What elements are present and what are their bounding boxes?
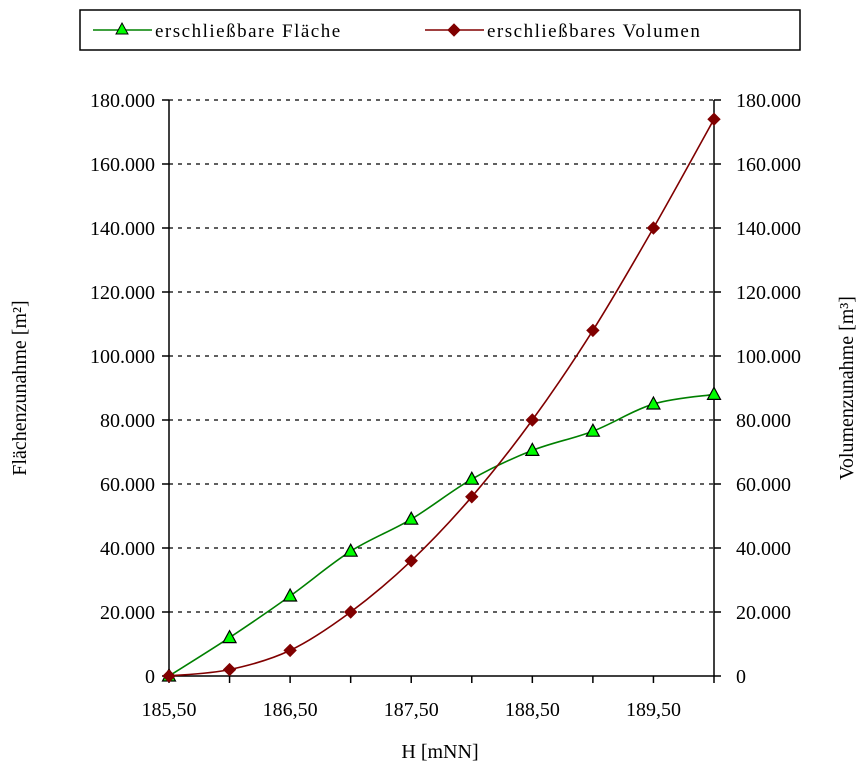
- y-tick-label-right: 40.000: [736, 538, 791, 560]
- data-point-volume: [646, 221, 661, 235]
- tick-labels: 0 0 20.000 20.000 40.000 40.000 60.000 60.000 80…: [90, 90, 801, 721]
- data-point-volume: [404, 554, 418, 568]
- y-tick-label-left: 180.000: [90, 90, 155, 112]
- series-line-area: [168, 393, 715, 677]
- y-tick-label-left: 120.000: [90, 282, 155, 304]
- data-point-area: [706, 386, 722, 400]
- legend-label-volume: erschließbares Volumen: [487, 21, 701, 42]
- data-point-volume: [465, 490, 479, 504]
- data-point-volume: [707, 112, 721, 126]
- axes: [162, 99, 721, 683]
- data-point-area: [645, 395, 661, 410]
- legend-label-area: erschließbare Fläche: [155, 21, 342, 42]
- y-tick-label-right: 180.000: [736, 90, 801, 112]
- legend: erschließbare Fläche erschließbares Volu…: [79, 9, 801, 51]
- y-tick-label-right: 80.000: [736, 410, 791, 432]
- y-tick-label-left: 160.000: [90, 154, 155, 176]
- y-tick-label-left: 40.000: [100, 538, 155, 560]
- data-point-area: [343, 542, 359, 557]
- y-tick-label-right: 120.000: [736, 282, 801, 304]
- y-tick-label-right: 20.000: [736, 602, 791, 624]
- x-tick-label: 186,50: [263, 699, 318, 721]
- y-tick-label-left: 20.000: [100, 602, 155, 624]
- legend-marker-diamond: [447, 23, 461, 37]
- data-point-volume: [283, 643, 297, 658]
- data-point-area: [524, 442, 540, 456]
- data-point-area: [403, 510, 419, 525]
- data-point-volume: [222, 662, 237, 677]
- y-tick-label-right: 100.000: [736, 346, 801, 368]
- data-point-volume: [586, 323, 600, 338]
- y-tick-label-right: 160.000: [736, 154, 801, 176]
- y-tick-label-left: 100.000: [90, 346, 155, 368]
- y-tick-label-right: 60.000: [736, 474, 791, 496]
- y-tick-label-left: 140.000: [90, 218, 155, 240]
- data-point-volume: [343, 605, 358, 619]
- x-axis-title: H [mNN]: [401, 741, 478, 763]
- gridlines: [169, 99, 714, 613]
- y-tick-label-left: 0: [145, 666, 155, 688]
- data-point-area: [585, 422, 601, 437]
- data-point-volume: [525, 413, 540, 427]
- series-markers: [161, 112, 722, 683]
- data-point-area: [464, 470, 480, 485]
- x-tick-label: 185,50: [142, 699, 197, 721]
- data-point-volume: [162, 669, 176, 683]
- series-lines: [168, 118, 715, 677]
- y-axis-title-right: Volumenzunahme [m³]: [836, 296, 858, 480]
- y-axis-title-left: Flächenzunahme [m²]: [9, 300, 31, 475]
- series-line-volume: [168, 118, 715, 677]
- x-tick-label: 188,50: [505, 699, 560, 721]
- data-point-area: [282, 587, 298, 602]
- y-tick-label-left: 80.000: [100, 410, 155, 432]
- x-tick-label: 187,50: [384, 699, 439, 721]
- y-tick-label-right: 140.000: [736, 218, 801, 240]
- x-tick-label: 189,50: [626, 699, 681, 721]
- data-point-area: [222, 629, 238, 644]
- y-tick-label-left: 60.000: [100, 474, 155, 496]
- y-tick-label-right: 0: [736, 666, 746, 688]
- legend-marker-triangle: [115, 21, 129, 35]
